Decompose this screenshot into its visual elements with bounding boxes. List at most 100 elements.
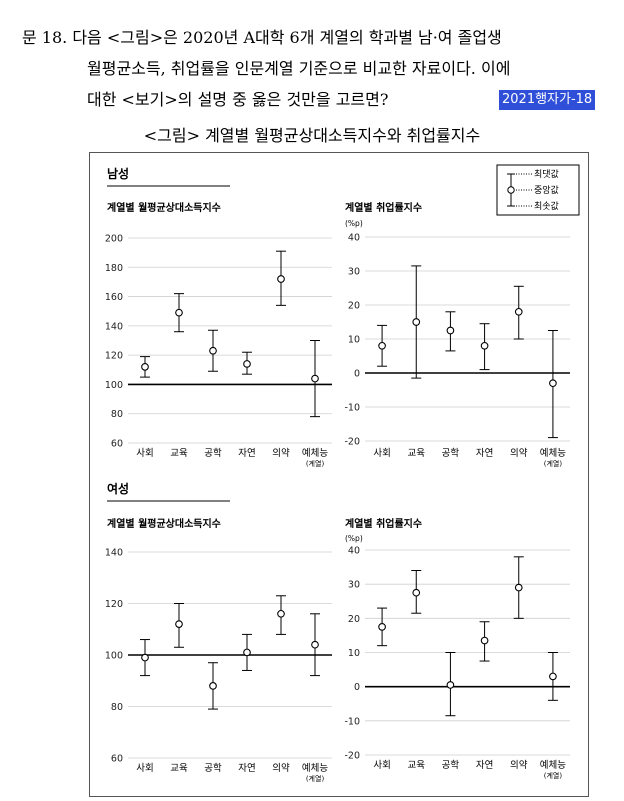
y-tick-label: 180 — [105, 263, 123, 274]
median-point-6 — [549, 672, 557, 681]
category-label: 공학 — [204, 448, 222, 459]
chart-title: 계열별 월평균상대소득지수 — [107, 201, 221, 214]
median-point-2 — [412, 318, 421, 326]
median-point-4 — [243, 360, 251, 368]
category-label: 공학 — [442, 448, 460, 459]
median-point-4 — [243, 648, 251, 657]
figure-title: <그림> 계열별 월평균상대소득지수와 취업률지수 — [143, 126, 481, 145]
chart-title: 계열별 취업률지수 — [345, 201, 422, 214]
y-tick-label: 30 — [348, 267, 360, 278]
median-point-2 — [175, 308, 183, 317]
category-label: 예체능 — [302, 763, 328, 774]
category-label: 사회 — [373, 448, 390, 459]
median-point-5 — [277, 275, 285, 283]
category-note: (계열) — [306, 459, 325, 468]
median-point-1 — [378, 341, 386, 350]
median-point-2 — [175, 620, 183, 628]
legend-median-marker — [507, 186, 515, 194]
legend: 최댓값 중앙값 최솟값 — [496, 164, 580, 216]
category-label: 교육 — [408, 760, 426, 771]
y-tick-label: 20 — [348, 301, 360, 312]
median-point-6 — [549, 379, 557, 388]
category-label: 사회 — [136, 448, 153, 459]
y-tick-label: 10 — [348, 648, 360, 659]
category-label: 자연 — [238, 448, 255, 459]
median-point-3 — [209, 346, 217, 355]
y-tick-label: 80 — [111, 409, 123, 420]
y-tick-label: 60 — [111, 754, 123, 765]
median-point-1 — [141, 653, 149, 662]
y-tick-label: 100 — [105, 380, 123, 391]
y-axis-unit-label: (%p) — [345, 219, 363, 228]
y-tick-label: 140 — [105, 321, 123, 332]
y-tick-label: 200 — [105, 234, 123, 245]
y-tick-label: -10 — [344, 716, 360, 727]
median-point-3 — [446, 326, 455, 335]
y-tick-label: 20 — [348, 614, 360, 625]
y-tick-label: -20 — [344, 437, 360, 448]
category-label: 의약 — [272, 447, 290, 459]
category-label: 교육 — [170, 448, 188, 459]
question-source-tag: 2021행자가-18 — [499, 90, 596, 110]
median-point-6 — [311, 374, 319, 383]
y-tick-label: -10 — [344, 403, 360, 414]
median-point-5 — [514, 583, 523, 592]
y-tick-label: 80 — [111, 702, 123, 713]
category-label: 자연 — [238, 763, 255, 774]
chart-panel-4: 계열별 취업률지수 (%p) -20 -10 0 10 20 30 40 사회 교육 공학 자연 의약 예체… — [344, 517, 570, 780]
legend-max-label: 최댓값 — [534, 168, 559, 180]
category-label: 공학 — [204, 763, 222, 774]
y-tick-label: 0 — [354, 369, 360, 380]
y-tick-label: 120 — [105, 599, 123, 610]
y-tick-label: 10 — [348, 335, 360, 346]
category-label: 의약 — [272, 762, 290, 774]
y-tick-label: 40 — [348, 233, 360, 244]
median-point-4 — [480, 341, 489, 350]
section-female-label: 여성 — [107, 481, 129, 496]
category-label: 교육 — [170, 763, 188, 774]
category-label: 의약 — [510, 759, 528, 771]
y-tick-label: 100 — [105, 651, 123, 662]
category-note: (계열) — [306, 774, 325, 783]
category-label: 예체능 — [302, 448, 328, 459]
y-tick-label: 0 — [354, 682, 360, 693]
category-label: 사회 — [136, 763, 153, 774]
median-point-1 — [378, 623, 386, 631]
category-label: 사회 — [373, 760, 390, 771]
section-male-label: 남성 — [107, 166, 129, 181]
question-line-1: 문 18. 다음 <그림>은 2020년 A대학 6개 계열의 학과별 남·여 … — [22, 28, 502, 47]
legend-min-label: 최솟값 — [534, 200, 559, 212]
chart-title: 계열별 월평균상대소득지수 — [107, 517, 221, 530]
y-tick-label: 40 — [348, 546, 360, 557]
chart-title: 계열별 취업률지수 — [345, 517, 422, 530]
median-point-6 — [311, 640, 319, 649]
category-label: 공학 — [442, 760, 460, 771]
legend-median-label: 중앙값 — [534, 184, 559, 196]
y-tick-label: 140 — [105, 548, 123, 559]
y-axis-unit-label: (%p) — [345, 534, 363, 543]
category-label: 자연 — [476, 760, 493, 771]
chart-panel-1: 계열별 월평균상대소득지수 60 80 100 120 140 160 180 200 사회 교육 공… — [105, 201, 332, 468]
median-point-1 — [141, 363, 149, 371]
median-point-3 — [209, 682, 217, 690]
y-tick-label: -20 — [344, 751, 360, 762]
category-label: 예체능 — [540, 760, 566, 771]
category-label: 교육 — [408, 448, 426, 459]
category-label: 예체능 — [540, 448, 566, 459]
median-point-5 — [277, 609, 285, 618]
figure-frame — [89, 152, 589, 797]
chart-panel-3: 계열별 월평균상대소득지수 60 80 100 120 140 사회 교육 공학 자연 의약 예체능(… — [105, 517, 332, 783]
y-tick-label: 60 — [111, 439, 123, 450]
median-point-5 — [514, 307, 523, 316]
category-label: 의약 — [510, 447, 528, 459]
question-line-2: 월평균소득, 취업률을 인문계열 기준으로 비교한 자료이다. 이에 — [87, 59, 511, 78]
y-tick-label: 30 — [348, 580, 360, 591]
category-label: 자연 — [476, 448, 493, 459]
category-note: (계열) — [544, 771, 563, 780]
question-line-3: 대한 <보기>의 설명 중 옳은 것만을 고르면? — [87, 90, 389, 109]
y-tick-label: 160 — [105, 292, 123, 303]
chart-panel-2: 계열별 취업률지수 (%p) -20 -10 0 10 20 30 40 사회 교육 공학 자연 의약 예체… — [344, 201, 570, 468]
y-tick-label: 120 — [105, 351, 123, 362]
category-note: (계열) — [544, 459, 563, 468]
